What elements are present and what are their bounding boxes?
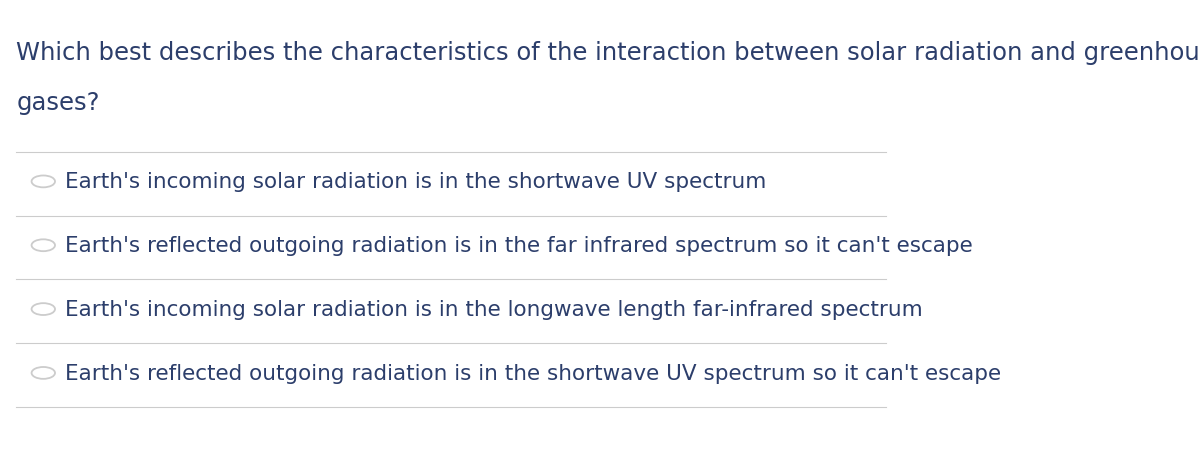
Text: Earth's reflected outgoing radiation is in the shortwave UV spectrum so it can't: Earth's reflected outgoing radiation is … (65, 363, 1001, 383)
Text: Earth's incoming solar radiation is in the longwave length far-infrared spectrum: Earth's incoming solar radiation is in t… (65, 299, 923, 319)
Text: Which best describes the characteristics of the interaction between solar radiat: Which best describes the characteristics… (17, 41, 1200, 65)
Text: Earth's incoming solar radiation is in the shortwave UV spectrum: Earth's incoming solar radiation is in t… (65, 172, 767, 192)
Text: Earth's reflected outgoing radiation is in the far infrared spectrum so it can't: Earth's reflected outgoing radiation is … (65, 236, 973, 256)
Text: gases?: gases? (17, 91, 100, 115)
